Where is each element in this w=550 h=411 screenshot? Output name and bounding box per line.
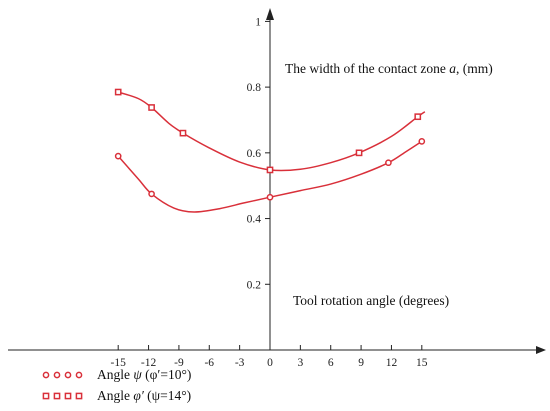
legend-symbol xyxy=(42,371,50,379)
data-point xyxy=(179,129,187,137)
x-tick-label: -6 xyxy=(204,357,214,369)
data-point xyxy=(266,193,274,201)
x-tick-label: -9 xyxy=(174,357,184,369)
legend-symbol xyxy=(64,392,72,400)
series-psi xyxy=(114,137,426,213)
data-point xyxy=(114,88,122,96)
ticks: -15 -12 -9 -6 -3 0 3 6 9 12 15 0.2 0.4 0.6 0.8 1 xyxy=(111,16,428,369)
x-tick-label: 9 xyxy=(358,357,364,369)
data-point xyxy=(148,190,155,198)
x-tick-label: -3 xyxy=(235,357,245,369)
series-line xyxy=(117,91,426,172)
x-tick-label: 15 xyxy=(416,357,428,369)
data-point xyxy=(418,137,426,145)
x-tick-label: 0 xyxy=(267,357,273,369)
data-point xyxy=(385,159,392,167)
legend-symbol xyxy=(75,392,83,400)
x-tick-label: 3 xyxy=(297,357,303,369)
y-axis-title-symbol: a xyxy=(449,61,456,76)
legend: Angle ψ (φ′=10°) Angle φ′ (ψ=14°) xyxy=(42,367,191,403)
y-tick-label: 1 xyxy=(255,16,261,28)
legend-label-psi: Angle ψ (φ′=10°) xyxy=(97,367,191,382)
legend-symbol xyxy=(53,392,61,400)
legend-label-phi: Angle φ′ (ψ=14°) xyxy=(97,388,191,403)
data-point xyxy=(414,113,422,121)
y-tick-label: 0.6 xyxy=(247,148,262,160)
y-axis-title: The width of the contact zone a, (mm) xyxy=(285,61,493,76)
x-tick-label: 12 xyxy=(386,357,398,369)
series-phi xyxy=(114,88,426,174)
legend-marker-squares xyxy=(42,392,83,400)
y-tick-label: 0.8 xyxy=(247,82,262,94)
data-point xyxy=(355,149,363,157)
legend-marker-circles xyxy=(42,371,83,379)
data-point xyxy=(266,166,274,174)
legend-symbol xyxy=(42,392,50,400)
x-tick-label: -12 xyxy=(141,357,157,369)
legend-symbol xyxy=(64,371,72,379)
y-tick-label: 0.4 xyxy=(247,214,262,226)
x-axis-arrow xyxy=(536,346,546,354)
x-tick-label: 6 xyxy=(328,357,334,369)
legend-symbol xyxy=(75,371,83,379)
series-layer xyxy=(114,88,426,213)
legend-item-phi: Angle φ′ (ψ=14°) xyxy=(42,388,191,403)
x-tick-label: -15 xyxy=(111,357,127,369)
axes xyxy=(8,8,546,354)
y-axis-arrow xyxy=(266,8,274,20)
y-tick-label: 0.2 xyxy=(247,279,262,291)
legend-item-psi: Angle ψ (φ′=10°) xyxy=(42,367,191,382)
data-point xyxy=(148,104,155,111)
legend-symbol xyxy=(53,371,61,379)
data-point xyxy=(114,152,122,160)
x-axis-title: Tool rotation angle (degrees) xyxy=(293,293,449,308)
